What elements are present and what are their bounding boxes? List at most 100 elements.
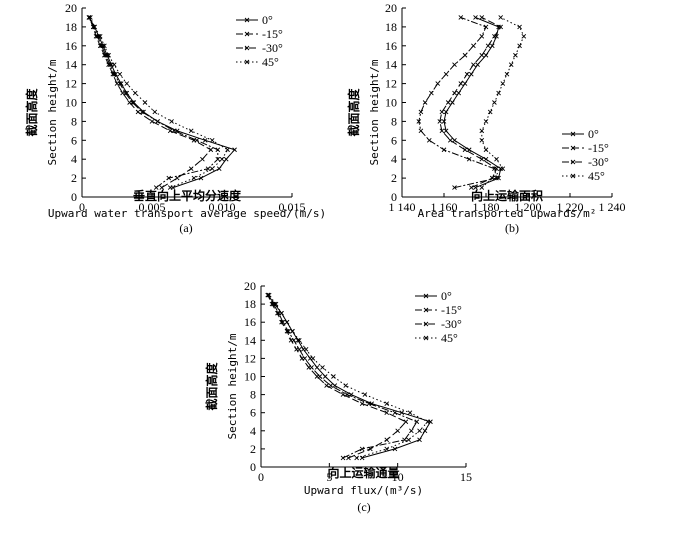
data-point <box>417 428 422 434</box>
y-tick-label: 10 <box>65 96 77 110</box>
legend-marker <box>244 45 250 51</box>
data-point <box>494 166 499 171</box>
legend-label: 45° <box>262 55 279 69</box>
data-point <box>310 356 316 361</box>
y-tick-label: 20 <box>385 1 397 15</box>
data-point <box>471 62 476 68</box>
data-point <box>409 428 414 434</box>
data-point <box>479 34 485 39</box>
data-point <box>462 52 468 58</box>
data-point <box>169 119 174 124</box>
legend-label: -30° <box>588 155 609 169</box>
data-point <box>194 137 200 143</box>
data-point <box>416 119 422 124</box>
y-tick-label: 18 <box>244 297 256 311</box>
data-point <box>111 71 117 77</box>
data-point <box>483 147 489 153</box>
data-point <box>399 410 405 416</box>
data-point <box>504 71 510 77</box>
data-point <box>406 437 411 443</box>
data-point <box>489 43 495 49</box>
data-point <box>483 119 489 124</box>
data-point <box>483 156 489 162</box>
data-point <box>439 109 445 115</box>
data-point <box>468 71 474 77</box>
data-point <box>117 81 123 86</box>
data-point <box>489 175 495 181</box>
data-point <box>90 24 96 30</box>
y-tick-label: 12 <box>244 351 256 365</box>
y-tick-label: 8 <box>71 114 77 128</box>
data-point <box>362 392 368 397</box>
data-point <box>314 365 320 370</box>
data-point <box>152 109 158 115</box>
series-line-4 <box>89 17 229 189</box>
data-point <box>266 292 272 298</box>
data-point <box>124 90 130 96</box>
data-point <box>309 365 314 370</box>
data-point <box>232 147 237 153</box>
panel-caption: (c) <box>357 500 370 514</box>
data-point <box>468 185 474 190</box>
series-line-2 <box>267 294 407 459</box>
data-point <box>344 392 350 397</box>
x-tick-label: 1 140 <box>389 200 416 214</box>
legend: 0°-15°-30°45° <box>415 289 462 345</box>
data-point <box>296 347 302 352</box>
data-point <box>302 356 308 361</box>
data-point <box>155 119 160 124</box>
data-point <box>328 383 334 388</box>
legend-marker <box>244 17 250 23</box>
series-line-1 <box>267 294 432 459</box>
x-tick-label: 15 <box>460 470 472 484</box>
data-point <box>395 428 400 434</box>
data-point <box>166 175 172 181</box>
data-point <box>479 185 485 190</box>
x-axis-title-zh: 向上运输面积 <box>471 188 543 203</box>
legend-label: 0° <box>588 127 599 141</box>
data-point <box>215 147 221 153</box>
y-tick-label: 6 <box>71 133 77 147</box>
data-point <box>202 137 208 143</box>
legend-marker <box>570 145 576 151</box>
series-line-1 <box>88 17 236 189</box>
data-point <box>492 34 497 39</box>
data-point <box>209 166 215 171</box>
legend: 0°-15°-30°45° <box>562 127 609 183</box>
x-axis-title-en: Upward flux/(m³/s) <box>304 484 423 497</box>
data-point <box>208 147 214 153</box>
y-tick-label: 0 <box>250 460 256 474</box>
data-point <box>88 15 93 20</box>
x-axis-title-zh: 垂直向上平均分速度 <box>133 188 242 203</box>
x-tick-label: 0 <box>258 470 264 484</box>
data-point <box>494 175 499 181</box>
data-point <box>149 119 155 124</box>
legend-label: -15° <box>588 141 609 155</box>
data-point <box>418 109 424 115</box>
x-tick-label: 1 240 <box>599 200 626 214</box>
data-point <box>494 156 499 162</box>
data-point <box>284 328 290 334</box>
data-point <box>513 52 518 58</box>
y-tick-label: 12 <box>65 77 77 91</box>
legend-label: -30° <box>441 317 462 331</box>
x-tick-label: 0.005 <box>139 200 166 214</box>
y-axis-title-zh: 截面高度 <box>346 88 361 137</box>
x-tick-label: 1 200 <box>515 200 542 214</box>
data-point <box>384 401 390 406</box>
y-tick-label: 14 <box>65 58 77 72</box>
series-line-4 <box>481 17 525 188</box>
legend-marker <box>423 335 429 341</box>
legend-label: 45° <box>441 331 458 345</box>
data-point <box>216 166 222 171</box>
data-point <box>458 15 464 20</box>
legend-label: -15° <box>441 303 462 317</box>
legend-marker <box>423 307 429 313</box>
data-point <box>198 175 204 181</box>
data-point <box>479 156 485 162</box>
x-tick-label: 1 180 <box>473 200 500 214</box>
data-point <box>317 374 323 379</box>
data-point <box>403 419 409 425</box>
data-point <box>92 24 97 30</box>
